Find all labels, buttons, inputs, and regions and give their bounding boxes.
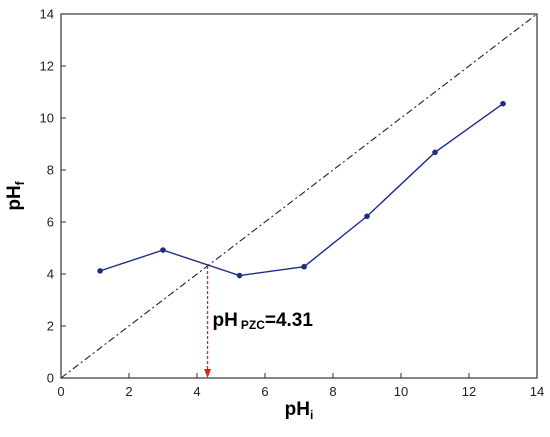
data-point <box>236 272 243 279</box>
data-point <box>364 213 370 220</box>
y-tick-label: 4 <box>47 267 54 282</box>
data-point <box>97 268 103 274</box>
x-tick-label: 12 <box>462 384 476 399</box>
y-axis-title-sub: f <box>13 180 27 185</box>
x-tick-label: 14 <box>530 384 544 399</box>
pzc-annotation-main: pH <box>213 310 238 331</box>
axes: 0 2 4 6 8 10 12 14 0 2 4 6 8 10 12 14 <box>40 7 545 400</box>
data-point <box>160 247 166 253</box>
y-tick-label: 0 <box>47 371 54 386</box>
x-axis-title-main: pH <box>285 399 310 420</box>
y-tick-label: 2 <box>47 319 54 334</box>
y-tick-label: 10 <box>40 111 54 126</box>
y-tick-label: 6 <box>47 215 54 230</box>
data-point <box>301 263 307 270</box>
x-tick-label: 2 <box>125 384 132 399</box>
x-tick-label: 8 <box>329 384 336 399</box>
series-layer <box>60 13 538 379</box>
x-tick-label: 0 <box>57 384 64 399</box>
x-tick-label: 10 <box>394 384 408 399</box>
x-tick-label: 6 <box>261 384 268 399</box>
x-axis-title-sub: i <box>310 408 313 422</box>
pzc-annotation-value: =4.31 <box>265 310 314 331</box>
x-axis-title: pHi <box>285 399 314 422</box>
plot-frame <box>60 13 538 379</box>
pzc-annotation-sub: PZC <box>241 318 265 332</box>
pzc-annotation-label: pH PZC=4.31 <box>213 310 314 332</box>
pzc-arrow-head <box>204 369 212 378</box>
y-tick-label: 14 <box>40 7 54 22</box>
annotation-layer <box>204 265 212 378</box>
y-tick-label: 8 <box>47 163 54 178</box>
data-point <box>500 100 506 107</box>
y-axis-title-main: pH <box>4 185 25 210</box>
diagonal-reference-line <box>60 13 538 379</box>
y-axis-title: pHf <box>4 180 27 210</box>
x-tick-label: 4 <box>193 384 200 399</box>
data-point <box>432 149 438 156</box>
y-tick-label: 12 <box>40 59 54 74</box>
